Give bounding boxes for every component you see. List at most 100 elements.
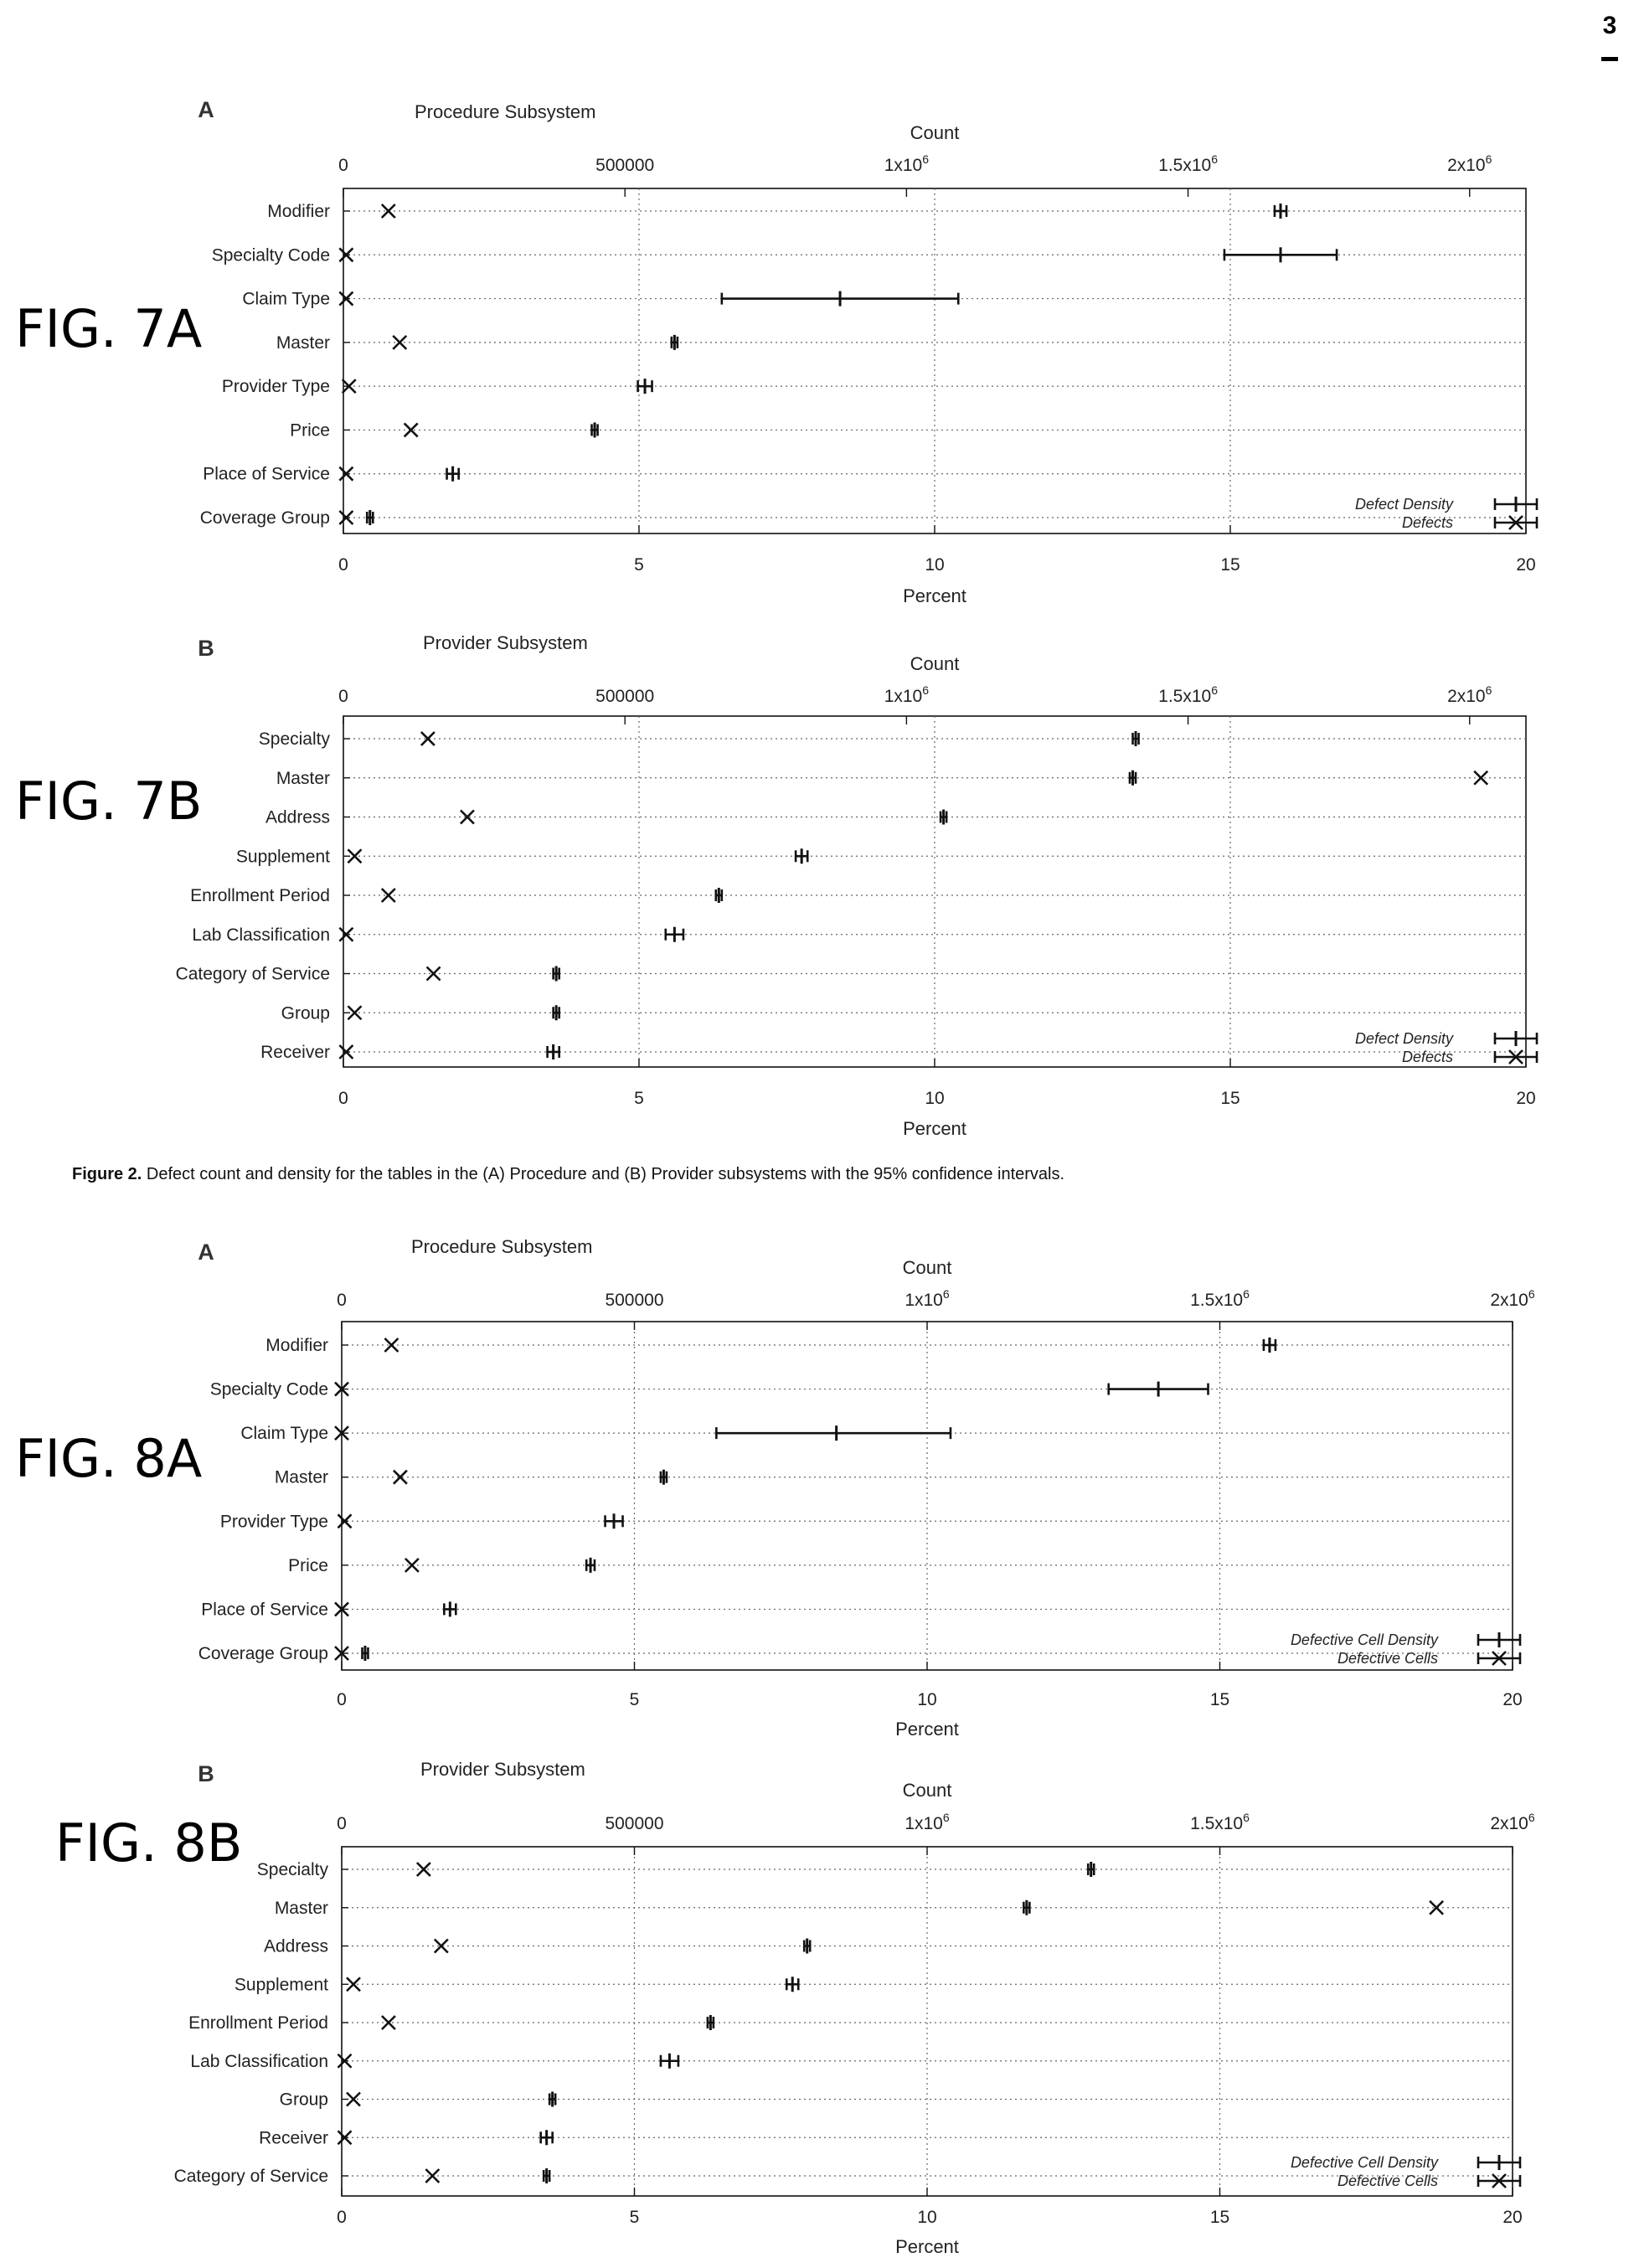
x-tick-label: 5 — [630, 1690, 640, 1709]
x2-axis-title: Count — [910, 653, 960, 674]
category-label-price: Price — [290, 420, 330, 440]
count-point-place-of-service — [338, 466, 354, 482]
x2-axis-title: Count — [903, 1257, 952, 1278]
x-tick-label: 5 — [634, 555, 644, 575]
x2-tick-label: 500000 — [605, 1291, 663, 1310]
count-point-provider-type — [341, 379, 357, 394]
count-point-coverage-group — [338, 510, 354, 525]
density-point-claim-type — [720, 291, 960, 307]
count-point-master — [392, 1469, 408, 1485]
density-point-master — [1023, 1899, 1031, 1915]
x-axis-title: Percent — [895, 1719, 959, 1740]
figure-caption: Figure 2. Defect count and density for t… — [72, 1165, 1064, 1183]
panel-letter: A — [198, 1240, 214, 1265]
x2-tick-label: 1.5x106 — [1158, 683, 1218, 706]
x2-tick-label: 500000 — [605, 1814, 663, 1833]
x2-tick-label: 0 — [337, 1814, 347, 1833]
x2-axis-title: Count — [910, 122, 960, 143]
panel-letter: B — [198, 1761, 214, 1786]
category-label-specialty-code: Specialty Code — [210, 1380, 328, 1399]
caption-text: Defect count and density for the tables … — [142, 1165, 1064, 1183]
category-label-lab-classification: Lab Classification — [192, 925, 330, 945]
count-point-category-of-service — [425, 966, 441, 982]
chart-fig-8a: FIG. 8A A Procedure Subsystem Count Percent 0… — [15, 1236, 1535, 1740]
x-tick-label: 20 — [1516, 1089, 1535, 1108]
category-label-enrollment-period: Enrollment Period — [190, 886, 330, 905]
chart-title: Procedure Subsystem — [415, 101, 595, 122]
x2-tick-label: 500000 — [595, 687, 654, 706]
density-point-modifier — [1262, 1338, 1277, 1353]
density-point-claim-type — [715, 1425, 952, 1441]
count-point-enrollment-period — [380, 888, 396, 903]
x-tick-label: 20 — [1502, 2208, 1522, 2227]
x-tick-label: 15 — [1220, 555, 1240, 575]
density-point-coverage-group — [361, 1646, 369, 1661]
density-point-price — [590, 422, 599, 438]
legend-label: Defects — [1402, 514, 1453, 531]
category-label-place-of-service: Place of Service — [203, 465, 330, 484]
count-point-group — [346, 2091, 361, 2107]
density-point-provider-type — [637, 379, 653, 394]
x2-tick-label: 1x106 — [884, 683, 930, 706]
category-label-specialty: Specialty — [257, 1860, 329, 1879]
x-axis-title: Percent — [903, 1118, 966, 1139]
plot-frame — [343, 715, 1527, 1068]
density-point-receiver — [546, 1044, 560, 1059]
category-label-lab-classification: Lab Classification — [190, 2052, 328, 2071]
count-point-address — [460, 809, 475, 825]
density-point-group — [552, 1005, 560, 1021]
density-point-specialty-code — [1223, 247, 1338, 263]
x-tick-label: 15 — [1210, 2208, 1229, 2227]
category-label-provider-type: Provider Type — [222, 377, 330, 396]
count-point-claim-type — [334, 1425, 349, 1441]
legend-label: Defect Density — [1355, 496, 1454, 513]
x2-tick-label: 2x106 — [1447, 152, 1492, 175]
density-point-specialty-code — [1107, 1381, 1209, 1397]
x-tick-label: 10 — [917, 2208, 936, 2227]
count-point-modifier — [380, 204, 396, 219]
caption-label: Figure 2. — [72, 1165, 142, 1183]
count-point-specialty — [415, 1862, 431, 1877]
count-point-provider-type — [337, 1513, 353, 1529]
x-tick-label: 10 — [917, 1690, 936, 1709]
legend-label: Defective Cell Density — [1291, 2154, 1439, 2171]
chart-title: Provider Subsystem — [423, 632, 588, 653]
x-tick-label: 15 — [1220, 1089, 1240, 1108]
density-point-price — [585, 1557, 596, 1573]
legend-marker-density — [1493, 497, 1538, 512]
legend-marker-count — [1493, 1049, 1538, 1064]
density-point-modifier — [1273, 204, 1288, 219]
legend-label: Defects — [1402, 1049, 1453, 1065]
count-point-coverage-group — [334, 1646, 349, 1661]
x-tick-label: 0 — [338, 1089, 348, 1108]
density-point-master — [670, 334, 679, 350]
density-point-master — [1128, 770, 1137, 786]
count-point-lab-classification — [337, 2053, 353, 2069]
x2-tick-label: 500000 — [595, 156, 654, 175]
category-label-claim-type: Claim Type — [240, 1424, 328, 1443]
category-label-receiver: Receiver — [260, 1043, 330, 1062]
density-point-place-of-service — [443, 1601, 457, 1617]
x-tick-label: 0 — [338, 555, 348, 575]
category-label-group: Group — [280, 2090, 328, 2110]
panel-letter: B — [198, 636, 214, 661]
x2-tick-label: 2x106 — [1447, 683, 1492, 706]
legend-marker-density — [1477, 1632, 1522, 1647]
count-point-group — [347, 1005, 363, 1021]
x2-tick-label: 1x106 — [905, 1287, 950, 1310]
chart-fig-7a: FIG. 7A A Procedure Subsystem Count Percent 0… — [15, 97, 1538, 606]
density-point-group — [548, 2091, 557, 2107]
chart-title: Provider Subsystem — [420, 1759, 585, 1780]
category-label-master: Master — [276, 769, 330, 788]
x2-tick-label: 0 — [337, 1291, 347, 1310]
category-label-address: Address — [264, 1937, 328, 1956]
count-point-lab-classification — [338, 926, 354, 942]
legend-marker-count — [1477, 2173, 1522, 2188]
category-label-price: Price — [288, 1556, 328, 1575]
count-point-supplement — [346, 1977, 361, 1992]
density-point-specialty — [1131, 731, 1140, 746]
chart-fig-8b: FIG. 8B B Provider Subsystem Count Percent 0 5… — [55, 1759, 1535, 2257]
density-point-place-of-service — [446, 466, 460, 482]
count-point-specialty-code — [334, 1381, 349, 1397]
